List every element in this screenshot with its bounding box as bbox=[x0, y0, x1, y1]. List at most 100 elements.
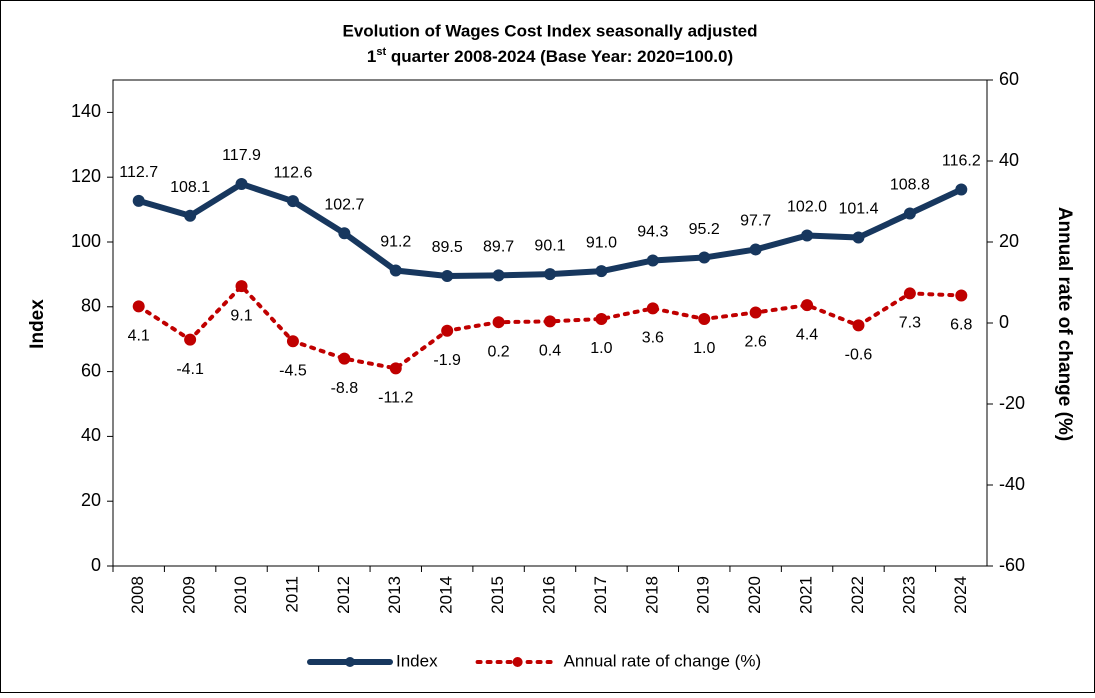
point bbox=[595, 265, 608, 278]
point bbox=[544, 315, 556, 328]
point bbox=[389, 264, 402, 277]
data-label: 89.7 bbox=[483, 239, 514, 256]
x-tick-label: 2014 bbox=[437, 576, 456, 614]
y-tick-label: 60 bbox=[81, 360, 101, 380]
data-label: -8.8 bbox=[331, 380, 359, 397]
x-tick-label: 2013 bbox=[385, 576, 404, 614]
y2-tick-label: 0 bbox=[999, 312, 1009, 332]
point bbox=[286, 335, 299, 348]
y-tick-label: 100 bbox=[71, 231, 101, 251]
data-label: 97.7 bbox=[740, 213, 771, 230]
point bbox=[955, 183, 968, 196]
point bbox=[698, 312, 711, 325]
point bbox=[286, 195, 299, 208]
data-label: 112.6 bbox=[274, 164, 313, 181]
chart-subtitle: 1st quarter 2008-2024 (Base Year: 2020=1… bbox=[367, 46, 733, 67]
x-tick-label: 2022 bbox=[848, 576, 867, 614]
y2-axis-label: Annual rate of change (%) bbox=[1054, 207, 1075, 441]
x-tick-label: 2009 bbox=[180, 576, 199, 614]
y-tick-label: 140 bbox=[71, 101, 101, 121]
y2-tick-label: -60 bbox=[999, 555, 1025, 575]
point bbox=[801, 229, 814, 242]
point bbox=[235, 280, 248, 293]
point bbox=[338, 352, 351, 365]
point bbox=[492, 316, 505, 329]
data-label: -1.9 bbox=[433, 352, 461, 369]
x-tick-label: 2010 bbox=[231, 576, 250, 614]
x-tick-label: 2011 bbox=[282, 576, 301, 613]
y2-tick-label: -20 bbox=[999, 393, 1025, 413]
point bbox=[544, 268, 556, 281]
y-tick-label: 40 bbox=[81, 425, 101, 445]
data-label: 116.2 bbox=[942, 153, 981, 170]
point bbox=[389, 362, 402, 375]
legend-label: Annual rate of change (%) bbox=[564, 651, 762, 670]
point bbox=[235, 178, 248, 191]
point bbox=[646, 254, 659, 267]
x-tick-label: 2023 bbox=[899, 576, 918, 614]
x-tick-label: 2019 bbox=[694, 576, 713, 614]
data-label: 117.9 bbox=[222, 147, 261, 164]
data-label: 0.4 bbox=[539, 343, 561, 360]
legend-label: Index bbox=[396, 651, 438, 670]
data-label: -4.1 bbox=[176, 361, 204, 378]
point bbox=[595, 312, 608, 325]
data-label: 0.2 bbox=[487, 343, 509, 360]
data-label: 94.3 bbox=[637, 224, 668, 241]
point bbox=[184, 333, 197, 346]
data-label: 91.0 bbox=[586, 234, 617, 251]
data-label: -0.6 bbox=[845, 347, 873, 364]
y-tick-label: 120 bbox=[71, 166, 101, 186]
data-label: -11.2 bbox=[378, 390, 413, 407]
data-label: 3.6 bbox=[642, 330, 664, 347]
data-label: 7.3 bbox=[899, 315, 921, 332]
point bbox=[338, 227, 351, 240]
data-label: 91.2 bbox=[380, 234, 411, 251]
data-label: 6.8 bbox=[950, 317, 972, 334]
point bbox=[955, 289, 968, 302]
point bbox=[749, 243, 762, 256]
y-axis-label: Index bbox=[27, 299, 48, 349]
point bbox=[852, 319, 865, 332]
point bbox=[132, 300, 145, 313]
point bbox=[492, 269, 505, 282]
point bbox=[801, 299, 814, 312]
y-tick-label: 0 bbox=[91, 555, 101, 575]
point bbox=[441, 324, 454, 337]
point bbox=[749, 306, 762, 319]
data-label: 101.4 bbox=[838, 201, 878, 218]
x-tick-label: 2020 bbox=[745, 576, 764, 614]
data-label: 108.1 bbox=[170, 179, 210, 196]
data-label: 9.1 bbox=[230, 307, 252, 324]
data-label: 2.6 bbox=[745, 334, 767, 351]
y2-tick-label: 60 bbox=[999, 69, 1019, 89]
point bbox=[646, 302, 659, 315]
x-tick-label: 2021 bbox=[797, 576, 816, 614]
point bbox=[903, 287, 916, 300]
legend-marker bbox=[512, 657, 523, 667]
data-label: 4.1 bbox=[128, 328, 150, 345]
y2-tick-label: 20 bbox=[999, 231, 1019, 251]
data-label: 89.5 bbox=[432, 239, 463, 256]
data-label: 95.2 bbox=[689, 221, 720, 238]
data-label: 108.8 bbox=[890, 177, 930, 194]
data-label: -4.5 bbox=[279, 362, 307, 379]
y2-tick-label: 40 bbox=[999, 150, 1019, 170]
data-label: 4.4 bbox=[796, 326, 818, 343]
chart-title: Evolution of Wages Cost Index seasonally… bbox=[342, 21, 757, 40]
legend-marker bbox=[345, 657, 355, 667]
x-tick-label: 2015 bbox=[488, 576, 507, 614]
point bbox=[184, 209, 197, 222]
x-tick-label: 2012 bbox=[334, 576, 353, 614]
data-label: 1.0 bbox=[590, 340, 612, 357]
data-label: 1.0 bbox=[693, 340, 715, 357]
y2-tick-label: -40 bbox=[999, 474, 1025, 494]
x-tick-label: 2018 bbox=[642, 576, 661, 614]
data-label: 102.7 bbox=[324, 196, 364, 213]
point bbox=[903, 207, 916, 220]
x-tick-label: 2017 bbox=[591, 576, 610, 614]
point bbox=[698, 251, 711, 264]
y-tick-label: 80 bbox=[81, 296, 101, 316]
